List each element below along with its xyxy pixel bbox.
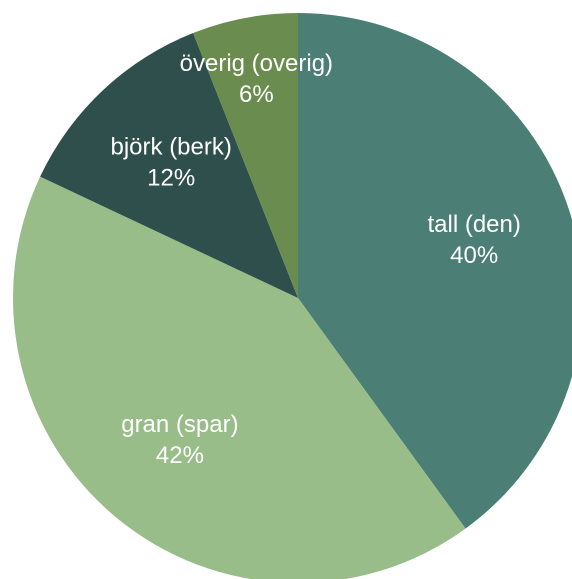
slice-label: överig (overig) (180, 50, 333, 77)
pie-slice (12, 176, 466, 579)
slice-label: björk (berk) (111, 133, 232, 160)
slice-value-label: 40% (450, 242, 498, 269)
pie-slice (298, 13, 572, 529)
pie-slice (40, 33, 298, 298)
slice-value-label: 42% (156, 442, 204, 469)
slice-label: tall (den) (427, 211, 520, 238)
slice-label: gran (spar) (121, 411, 238, 438)
slice-value-label: 12% (147, 164, 195, 191)
slice-value-label: 6% (239, 81, 274, 108)
pie-slice (193, 13, 298, 298)
